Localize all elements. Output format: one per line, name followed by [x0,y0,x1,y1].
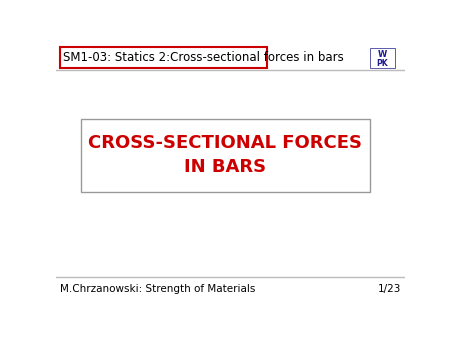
Text: M.Chrzanowski: Strength of Materials: M.Chrzanowski: Strength of Materials [60,284,255,294]
Text: PK: PK [377,59,388,68]
Text: W: W [378,50,387,59]
FancyBboxPatch shape [60,47,267,68]
FancyBboxPatch shape [81,119,370,192]
Text: IN BARS: IN BARS [184,159,266,176]
Text: CROSS-SECTIONAL FORCES: CROSS-SECTIONAL FORCES [88,134,362,152]
Text: SM1-03: Statics 2:Cross-sectional forces in bars: SM1-03: Statics 2:Cross-sectional forces… [63,51,344,64]
FancyBboxPatch shape [370,48,395,68]
Text: 1/23: 1/23 [378,284,401,294]
